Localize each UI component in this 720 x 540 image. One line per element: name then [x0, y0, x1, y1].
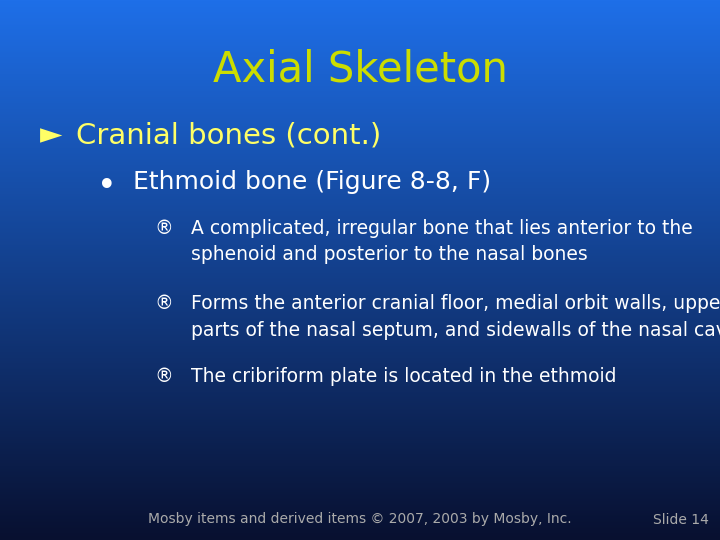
Text: ®: ®: [155, 367, 174, 386]
Text: ®: ®: [155, 219, 174, 238]
Text: Axial Skeleton: Axial Skeleton: [212, 49, 508, 91]
Text: The cribriform plate is located in the ethmoid: The cribriform plate is located in the e…: [191, 367, 616, 386]
Text: ►: ►: [40, 122, 62, 150]
Text: Slide 14: Slide 14: [653, 512, 709, 526]
Text: Forms the anterior cranial floor, medial orbit walls, upper
parts of the nasal s: Forms the anterior cranial floor, medial…: [191, 294, 720, 340]
Text: Cranial bones (cont.): Cranial bones (cont.): [76, 122, 381, 150]
Text: Mosby items and derived items © 2007, 2003 by Mosby, Inc.: Mosby items and derived items © 2007, 20…: [148, 512, 572, 526]
Text: A complicated, irregular bone that lies anterior to the
sphenoid and posterior t: A complicated, irregular bone that lies …: [191, 219, 693, 264]
Text: ®: ®: [155, 294, 174, 313]
Text: Ethmoid bone (Figure 8-8, F): Ethmoid bone (Figure 8-8, F): [133, 170, 491, 194]
Text: •: •: [97, 170, 117, 203]
